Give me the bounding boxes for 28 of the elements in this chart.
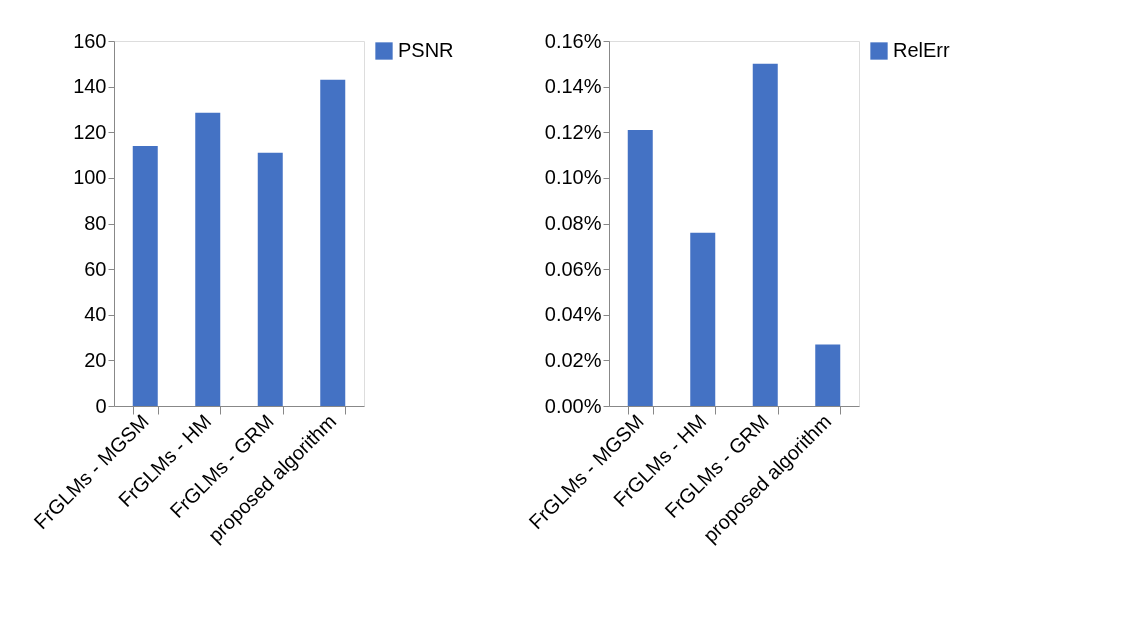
- y-tick-label: 100: [73, 166, 107, 189]
- y-tick-label: 0.10%: [544, 166, 602, 189]
- bar: [815, 344, 841, 406]
- y-tick-label: 0.04%: [544, 303, 602, 326]
- legend-label: PSNR: [398, 39, 454, 61]
- bar: [752, 63, 778, 406]
- y-tick-label: 60: [84, 257, 107, 280]
- y-tick-label: 40: [84, 303, 107, 326]
- bar: [690, 232, 716, 406]
- y-tick-label: 80: [84, 212, 107, 234]
- bar: [320, 79, 346, 406]
- y-tick-label: 0.00%: [544, 394, 602, 417]
- bar: [132, 145, 158, 406]
- y-tick-label: 20: [84, 348, 107, 371]
- y-tick-label: 0.06%: [544, 257, 602, 280]
- y-tick-label: 0.12%: [544, 120, 602, 143]
- bar: [627, 129, 653, 406]
- y-tick-label: 0.14%: [544, 75, 602, 98]
- legend-label: RelErr: [893, 39, 951, 61]
- bar: [195, 112, 221, 406]
- y-tick-label: 0.02%: [544, 348, 602, 371]
- y-tick-label: 0: [95, 394, 107, 417]
- y-tick-label: 0.16%: [544, 29, 602, 52]
- bar: [257, 152, 283, 406]
- y-tick-label: 120: [73, 120, 107, 143]
- y-tick-label: 0.08%: [544, 212, 602, 234]
- y-tick-label: 140: [73, 75, 107, 98]
- y-tick-label: 160: [73, 29, 107, 52]
